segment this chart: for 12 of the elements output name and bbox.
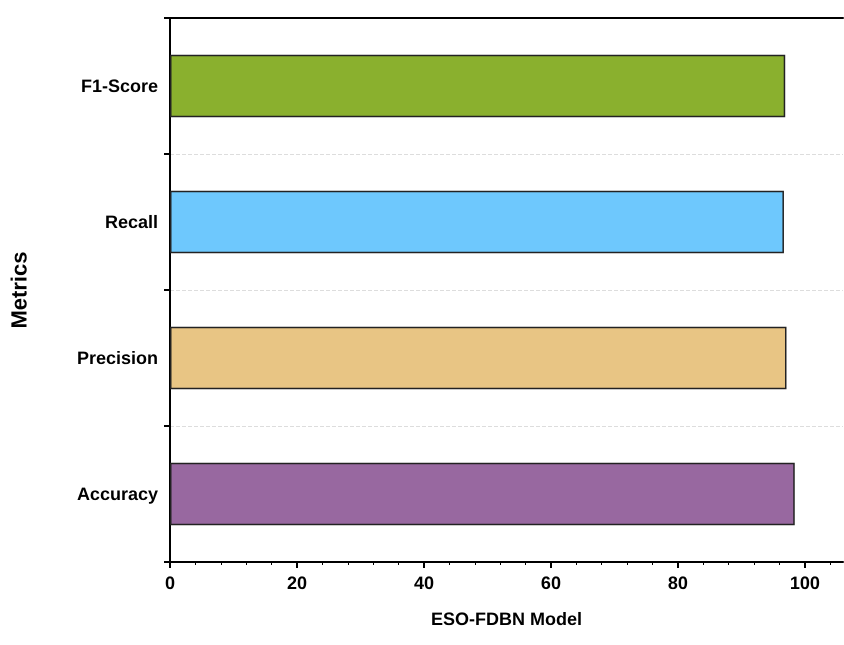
x-tick-label: 80	[668, 573, 688, 593]
x-tick-label: 60	[540, 573, 561, 593]
x-tick-label: 20	[286, 573, 307, 593]
x-tick-label: 100	[790, 573, 820, 593]
x-tick-label: 0	[164, 573, 176, 593]
x-tick-label: 40	[414, 573, 434, 593]
y-tick-label: Accuracy	[76, 484, 158, 504]
y-axis-title: Metrics	[6, 251, 32, 329]
y-tick-label: F1-Score	[80, 76, 158, 96]
y-tick-label: Recall	[104, 212, 158, 232]
y-tick-label: Precision	[76, 348, 158, 368]
x-axis-title: ESO-FDBN Model	[431, 609, 582, 629]
